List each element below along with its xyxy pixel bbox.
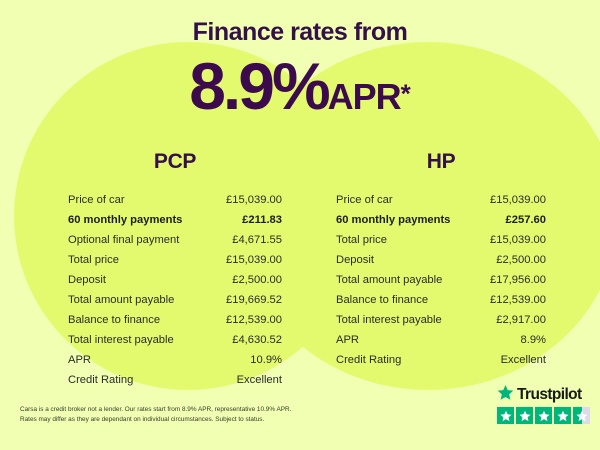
row-label: 60 monthly payments xyxy=(68,214,183,226)
row-value: £15,039.00 xyxy=(226,254,282,266)
row-label: Credit Rating xyxy=(336,354,402,366)
plan-column-pcp: PCP Price of car £15,039.00 60 monthly pay… xyxy=(68,150,282,390)
row-value: £211.83 xyxy=(242,214,282,226)
row-value: £2,917.00 xyxy=(496,314,546,326)
table-row: Balance to finance £12,539.00 xyxy=(68,310,282,330)
row-value: £15,039.00 xyxy=(226,194,282,206)
plan-title-pcp: PCP xyxy=(153,150,197,173)
table-row: Balance to finance £12,539.00 xyxy=(336,290,546,310)
table-row: Total amount payable £19,669.52 xyxy=(68,290,282,310)
row-value: £2,500.00 xyxy=(232,274,282,286)
row-value: Excellent xyxy=(500,354,546,366)
table-row: APR 8.9% xyxy=(336,330,546,350)
plan-rows-pcp: Price of car £15,039.00 60 monthly payment… xyxy=(68,190,282,390)
table-row: Price of car £15,039.00 xyxy=(336,190,546,210)
table-row: Deposit £2,500.00 xyxy=(68,270,282,290)
table-row: APR 10.9% xyxy=(68,350,282,370)
row-value: £17,956.00 xyxy=(490,274,546,286)
disclaimer-line-2: Rates may differ as they are dependant o… xyxy=(20,416,265,423)
table-row: Total price £15,039.00 xyxy=(336,230,546,250)
row-label: Total amount payable xyxy=(336,274,443,286)
table-row: Total price £15,039.00 xyxy=(68,250,282,270)
row-label: APR xyxy=(336,334,360,346)
row-label: Balance to finance xyxy=(336,294,429,306)
table-row: Price of car £15,039.00 xyxy=(68,190,282,210)
row-label: Price of car xyxy=(68,194,125,206)
row-value: £19,669.52 xyxy=(226,294,282,306)
row-value: £12,539.00 xyxy=(490,294,546,306)
row-label: Total amount payable xyxy=(68,294,175,306)
row-value: £12,539.00 xyxy=(226,314,282,326)
row-label: Deposit xyxy=(336,254,374,266)
row-label: Deposit xyxy=(68,274,106,286)
trustpilot-widget[interactable]: Trustpilot xyxy=(497,384,592,424)
row-value: £15,039.00 xyxy=(490,194,546,206)
row-value: £4,630.52 xyxy=(232,334,282,346)
row-label: Total interest payable xyxy=(68,334,174,346)
table-row: Total interest payable £4,630.52 xyxy=(68,330,282,350)
row-value: £15,039.00 xyxy=(490,234,546,246)
row-value: Excellent xyxy=(236,374,282,386)
row-value: £2,500.00 xyxy=(496,254,546,266)
rating-star-icon xyxy=(554,407,571,424)
trustpilot-brand: Trustpilot xyxy=(497,384,592,406)
row-value: 8.9% xyxy=(520,334,547,346)
plan-title-hp: HP xyxy=(426,150,456,173)
row-value: £257.60 xyxy=(505,214,546,226)
row-label: Credit Rating xyxy=(68,374,134,386)
row-label: Total price xyxy=(336,234,387,246)
row-value: £4,671.55 xyxy=(232,234,282,246)
table-row: Optional final payment £4,671.55 xyxy=(68,230,282,250)
row-value: 10.9% xyxy=(250,354,282,366)
rate-unit: APR xyxy=(327,76,402,117)
table-row: Credit Rating Excellent xyxy=(68,370,282,390)
rating-star-icon xyxy=(497,407,514,424)
table-row: 60 monthly payments £257.60 xyxy=(336,210,546,230)
row-label: Total interest payable xyxy=(336,314,442,326)
table-row: Deposit £2,500.00 xyxy=(336,250,546,270)
trustpilot-wordmark: Trustpilot xyxy=(517,385,582,403)
disclaimer: Carsa is a credit broker not a lender. O… xyxy=(20,405,350,425)
row-label: Optional final payment xyxy=(68,234,180,246)
table-row: 60 monthly payments £211.83 xyxy=(68,210,282,230)
trustpilot-star-icon xyxy=(497,384,514,406)
table-row: Total interest payable £2,917.00 xyxy=(336,310,546,330)
table-row: Credit Rating Excellent xyxy=(336,350,546,370)
headline-rate: 8.9%APR* xyxy=(0,53,600,119)
row-label: Price of car xyxy=(336,194,393,206)
row-label: APR xyxy=(68,354,92,366)
page-title: Finance rates from xyxy=(192,18,408,46)
rating-star-icon xyxy=(535,407,552,424)
plan-rows-hp: Price of car £15,039.00 60 monthly payment… xyxy=(336,190,546,370)
trustpilot-rating-stars xyxy=(497,407,592,424)
row-label: Balance to finance xyxy=(68,314,161,326)
rating-star-half-icon xyxy=(573,407,590,424)
row-label: 60 monthly payments xyxy=(336,214,451,226)
plan-column-hp: HP Price of car £15,039.00 60 monthly paym… xyxy=(336,150,546,370)
row-label: Total price xyxy=(68,254,119,266)
rating-star-icon xyxy=(516,407,533,424)
table-row: Total amount payable £17,956.00 xyxy=(336,270,546,290)
rate-value: 8.9% xyxy=(189,49,330,123)
disclaimer-line-1: Carsa is a credit broker not a lender. O… xyxy=(20,406,292,413)
rate-asterisk: * xyxy=(400,78,411,109)
